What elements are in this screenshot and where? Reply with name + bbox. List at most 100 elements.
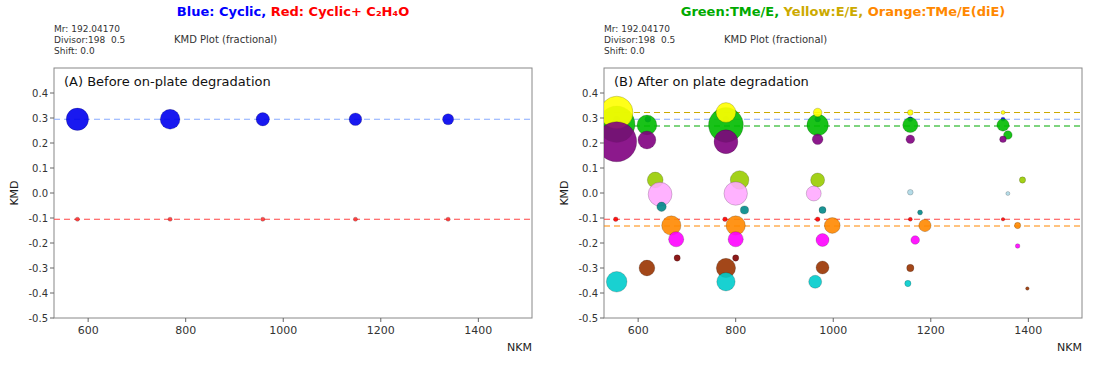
x-tick-label: 600	[78, 324, 99, 337]
y-tick-label: 0.1	[582, 163, 598, 174]
y-tick	[600, 193, 604, 194]
x-axis-label: NKM	[507, 341, 532, 354]
dot	[824, 218, 840, 234]
y-axis-label: KMD	[8, 180, 21, 205]
plot-area	[54, 108, 532, 221]
plot-label: KMD Plot (fractional)	[724, 34, 827, 45]
x-tick	[930, 318, 931, 322]
y-tick	[600, 143, 604, 144]
dot	[815, 217, 820, 222]
reference-line	[604, 112, 1082, 113]
y-tick-label: -0.3	[28, 263, 48, 274]
y-tick	[50, 318, 54, 319]
dot	[907, 110, 913, 116]
panel: Green:TMe/E, Yellow:E/E, Orange:TMe/E(di…	[558, 4, 1082, 354]
dot	[446, 217, 450, 221]
y-tick	[600, 268, 604, 269]
x-tick	[833, 318, 834, 322]
x-tick	[185, 318, 186, 322]
y-tick-label: -0.4	[578, 288, 598, 299]
y-tick-label: 0.2	[582, 138, 598, 149]
dot	[669, 232, 684, 247]
y-tick-label: -0.5	[578, 313, 598, 324]
header-part: Blue: Cyclic,	[177, 4, 271, 19]
y-tick	[50, 118, 54, 119]
dot	[908, 217, 912, 221]
dot	[1000, 136, 1007, 143]
dot	[674, 255, 680, 261]
reference-line	[604, 119, 1082, 120]
x-tick-label: 800	[725, 324, 746, 337]
header-part: Red: Cyclic+ C₂H₄O	[271, 4, 409, 19]
y-tick-label: 0.3	[32, 113, 48, 124]
y-tick-label: 0.4	[582, 88, 598, 99]
y-tick-label: -0.2	[578, 238, 598, 249]
panel-title: (A) Before on-plate degradation	[64, 74, 271, 89]
dot	[717, 273, 735, 291]
x-tick	[478, 318, 479, 322]
dot	[1026, 287, 1030, 291]
dot	[349, 113, 362, 126]
dot	[819, 206, 826, 213]
x-tick-label: 1200	[917, 324, 945, 337]
y-tick	[50, 293, 54, 294]
y-tick	[50, 168, 54, 169]
y-tick	[600, 93, 604, 94]
dot	[728, 232, 743, 247]
panel: Blue: Cyclic, Red: Cyclic+ C₂H₄O Mr: 192.…	[8, 4, 532, 354]
plot-frame	[54, 68, 532, 318]
meta-text: Mr: 192.04170Divisor:198 0.5Shift: 0.0	[54, 24, 125, 56]
reference-line	[54, 119, 532, 120]
dot	[806, 186, 821, 201]
figure: Blue: Cyclic, Red: Cyclic+ C₂H₄O Mr: 192.…	[0, 0, 1102, 369]
x-axis-label: NKM	[1057, 341, 1082, 354]
dot	[1001, 217, 1005, 221]
x-tick	[1028, 318, 1029, 322]
dot	[740, 206, 748, 214]
x-tick	[88, 318, 89, 322]
reference-line	[604, 125, 1082, 126]
dot	[997, 119, 1009, 131]
y-tick	[600, 293, 604, 294]
x-tick-label: 1000	[269, 324, 297, 337]
x-tick	[380, 318, 381, 322]
x-tick-label: 800	[175, 324, 196, 337]
dot	[816, 261, 829, 274]
dot	[809, 275, 822, 288]
y-axis-label: KMD	[558, 180, 571, 205]
dot	[733, 255, 739, 261]
dot	[1015, 244, 1020, 249]
dot	[919, 219, 931, 231]
dot	[807, 114, 828, 135]
header: Blue: Cyclic, Red: Cyclic+ C₂H₄O	[177, 4, 409, 19]
plot-frame	[604, 68, 1082, 318]
y-tick	[50, 268, 54, 269]
x-tick-label: 1000	[819, 324, 847, 337]
y-tick-label: 0.2	[32, 138, 48, 149]
x-tick-label: 600	[628, 324, 649, 337]
y-tick	[50, 93, 54, 94]
y-tick	[600, 218, 604, 219]
y-tick-label: 0.3	[582, 113, 598, 124]
x-tick	[638, 318, 639, 322]
dot	[811, 173, 825, 187]
y-tick	[600, 318, 604, 319]
dot	[816, 234, 829, 247]
dot	[723, 217, 728, 222]
dot	[812, 134, 823, 145]
y-tick-label: 0.1	[32, 163, 48, 174]
meta-line: Mr: 192.04170	[54, 24, 120, 34]
plot-area	[604, 96, 1082, 292]
y-tick-label: -0.5	[28, 313, 48, 324]
dot	[353, 217, 357, 221]
dot	[168, 217, 172, 221]
y-tick	[50, 243, 54, 244]
x-tick-label: 1400	[1014, 324, 1042, 337]
dot	[75, 217, 79, 221]
x-tick	[283, 318, 284, 322]
reference-line	[54, 219, 532, 220]
y-tick	[50, 143, 54, 144]
meta-line: Mr: 192.04170	[604, 24, 670, 34]
dot	[261, 217, 265, 221]
dot	[66, 108, 88, 130]
